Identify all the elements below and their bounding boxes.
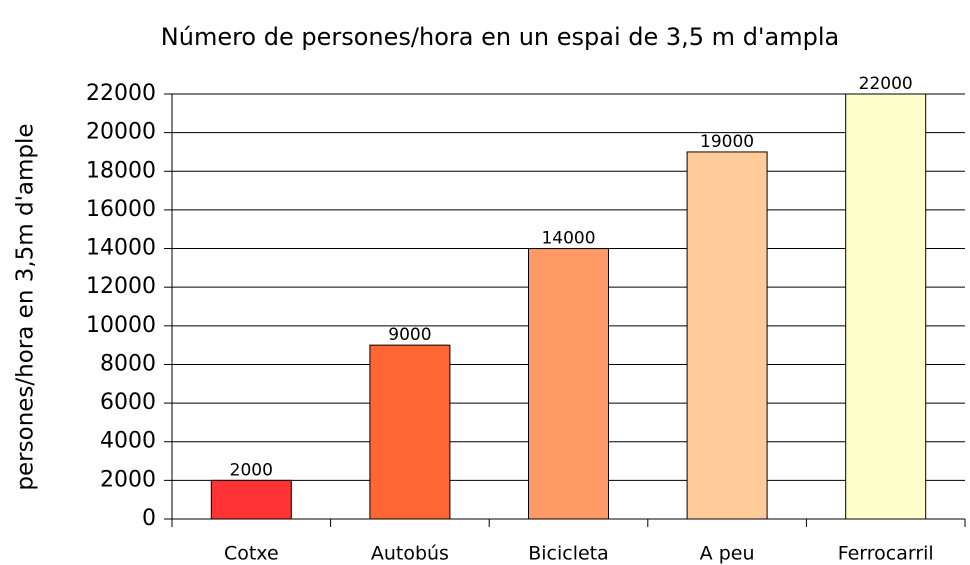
bar — [845, 93, 927, 520]
y-tick-label: 10000 — [86, 313, 156, 338]
x-tick-label: Autobús — [371, 543, 449, 565]
bar — [686, 151, 768, 520]
y-tick-label: 16000 — [86, 197, 156, 222]
y-tick-label: 14000 — [86, 236, 156, 261]
y-tick-label: 6000 — [100, 390, 156, 415]
y-axis-label: persones/hora en 3,5m d'ample — [13, 123, 39, 490]
value-label: 14000 — [541, 229, 595, 249]
value-label: 2000 — [230, 460, 273, 480]
x-tick-label: A peu — [700, 543, 755, 565]
y-tick-label: 18000 — [86, 158, 156, 183]
bar — [528, 248, 609, 520]
bar — [210, 479, 292, 520]
value-label: 22000 — [859, 74, 913, 94]
y-tick-label: 4000 — [100, 429, 156, 454]
x-tick-label: Bicicleta — [528, 543, 609, 565]
chart-title: Número de persones/hora en un espai de 3… — [161, 23, 839, 51]
y-tick-label: 8000 — [100, 351, 156, 376]
y-tick-label: 12000 — [86, 274, 156, 299]
value-label: 19000 — [700, 132, 754, 152]
value-label: 9000 — [388, 325, 431, 345]
y-tick-label: 22000 — [86, 81, 156, 106]
x-tick-label: Cotxe — [224, 543, 279, 565]
x-tick-label: Ferrocarril — [838, 543, 934, 565]
bar — [369, 344, 451, 520]
y-tick-label: 0 — [142, 506, 156, 531]
y-tick-label: 2000 — [100, 467, 156, 492]
y-tick-label: 20000 — [86, 120, 156, 145]
